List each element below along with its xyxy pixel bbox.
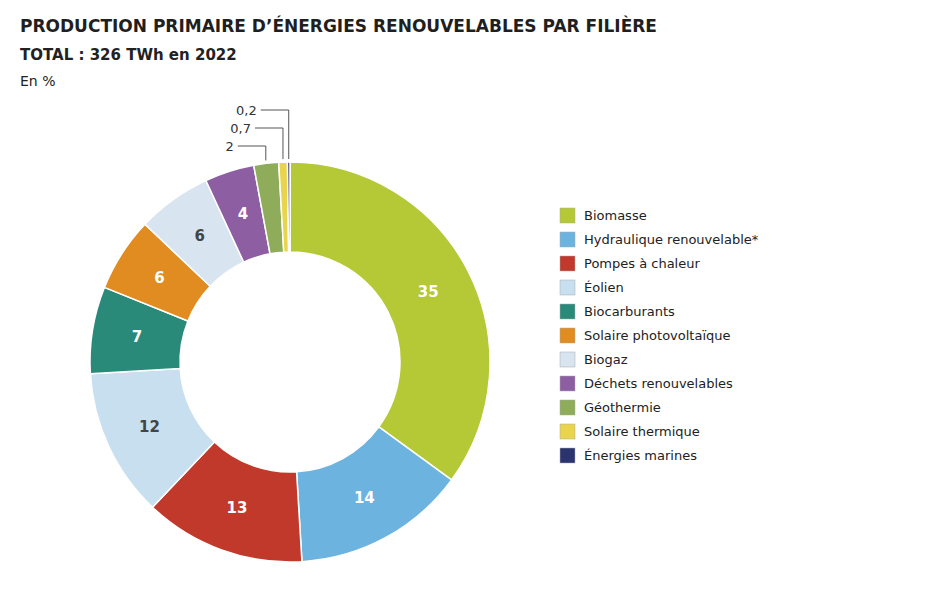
- legend-entry: Déchets renouvelables: [584, 376, 733, 391]
- legend-entry: Géothermie: [584, 400, 661, 415]
- legend-swatch: [560, 328, 575, 343]
- data-label: 0,2: [236, 103, 257, 118]
- legend-entry: Pompes à chaleur: [584, 256, 700, 271]
- slice: [297, 427, 452, 562]
- leader-line: [261, 110, 289, 159]
- legend-swatch: [560, 352, 575, 367]
- leader-line: [238, 146, 266, 160]
- data-label: 0,7: [230, 121, 251, 136]
- data-label: 35: [418, 283, 439, 301]
- title: PRODUCTION PRIMAIRE D’ÉNERGIES RENOUVELA…: [20, 15, 657, 36]
- data-label: 14: [354, 489, 375, 507]
- data-label: 6: [194, 227, 204, 245]
- legend-entry: Énergies marines: [584, 448, 697, 463]
- legend-entry: Éolien: [584, 280, 624, 295]
- legend-swatch: [560, 208, 575, 223]
- legend-entry: Biomasse: [584, 208, 647, 223]
- legend-entry: Solaire photovoltaïque: [584, 328, 731, 343]
- legend-swatch: [560, 256, 575, 271]
- slice: [287, 162, 290, 252]
- legend-swatch: [560, 400, 575, 415]
- data-label: 2: [226, 139, 234, 154]
- data-label: 6: [154, 269, 164, 287]
- legend-entry: Solaire thermique: [584, 424, 700, 439]
- legend-swatch: [560, 232, 575, 247]
- legend-entry: Biocarburants: [584, 304, 675, 319]
- legend-entry: Hydraulique renouvelable*: [584, 232, 759, 247]
- legend-swatch: [560, 424, 575, 439]
- legend-swatch: [560, 448, 575, 463]
- data-label: 13: [227, 499, 248, 517]
- slice: [90, 368, 214, 507]
- slice: [290, 162, 490, 480]
- legend-swatch: [560, 376, 575, 391]
- donut: [90, 162, 490, 562]
- data-label: 7: [132, 328, 142, 346]
- data-label: 4: [238, 205, 248, 223]
- chart: PRODUCTION PRIMAIRE D’ÉNERGIES RENOUVELA…: [0, 0, 926, 609]
- legend-swatch: [560, 304, 575, 319]
- legend-swatch: [560, 280, 575, 295]
- legend: Biomasse Hydraulique renouvelable* Pompes …: [560, 208, 759, 463]
- leader-line: [255, 128, 283, 159]
- unit-label: En %: [20, 73, 55, 89]
- slice: [104, 224, 210, 321]
- data-labels: 35 14 13 12 7 6 6 4 2 0,7 0,2: [132, 103, 439, 517]
- legend-entry: Biogaz: [584, 352, 628, 367]
- subtitle: TOTAL : 326 TWh en 2022: [20, 46, 237, 64]
- data-label: 12: [139, 418, 160, 436]
